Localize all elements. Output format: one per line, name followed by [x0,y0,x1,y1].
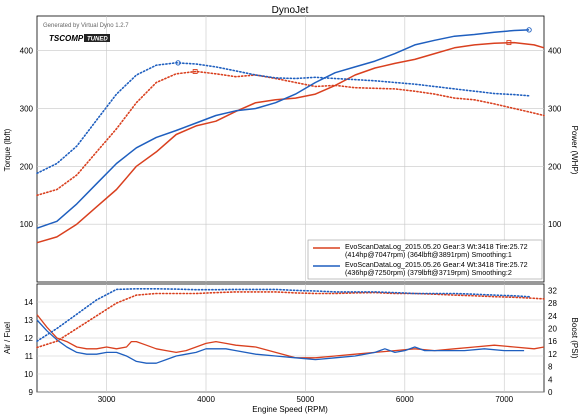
top-panel-frame [36,15,545,283]
logo-main-text: TSCOMP [49,34,84,43]
series-blue-boost [36,287,530,343]
bottom-ytick-right: 8 [548,363,553,372]
bottom-grid [37,284,544,393]
series-blue-afr [36,319,525,364]
top-panel: 100 100 200 200 300 300 400 400 Generated by Vi… [3,15,579,283]
top-ylabel-left: Torque (lbft) [3,128,12,171]
bottom-ylabel-right: Boost (PSI) [570,318,579,359]
logo-badge-text: TUNED [87,37,108,43]
series-red-boost [36,291,545,349]
top-ytick-right: 200 [548,162,562,171]
series-red-power [36,41,545,244]
legend-entry-red-line2: (414hp@7047rpm) (364lbft@3891rpm) Smooth… [345,250,512,259]
legend-entry-blue-line2: (436hp@7250rpm) (379lbft@3719rpm) Smooth… [345,268,512,277]
generator-note: Generated by Virtual Dyno 1.2.7 [43,23,129,29]
chart-title: DynoJet [272,5,309,16]
top-ylabel-right: Power (WHP) [570,126,579,175]
bottom-ytick-right: 20 [548,324,557,333]
legend-entry-blue-line1: EvoScanDataLog_2015.05.26 Gear:4 Wt:3418… [345,260,528,269]
bottom-ytick-right: 4 [548,375,553,384]
x-tick-label: 5000 [297,395,315,404]
bottom-ytick-left: 9 [29,388,34,397]
x-tick-label: 7000 [495,395,513,404]
bottom-tick-labels: 3000 4000 5000 6000 7000 9 10 11 12 13 14 0 4 8 12 16 20… [24,286,557,404]
bottom-ytick-right: 32 [548,286,557,295]
peak-marker-red-power [506,40,512,46]
series-blue-power [36,29,530,229]
top-ytick-right: 400 [548,47,562,56]
tscomp-logo: TSCOMP TUNED [49,34,110,43]
top-ytick-right: 100 [548,220,562,229]
legend-entry-red-line1: EvoScanDataLog_2015.05.20 Gear:3 Wt:3418… [345,242,528,251]
top-ytick-left: 400 [20,47,34,56]
series-red-afr [36,314,545,359]
bottom-ylabel-left: Air / Fuel [3,322,12,354]
bottom-ytick-left: 11 [25,352,34,361]
series-red-torque [36,70,545,197]
top-tick-labels: 100 100 200 200 300 300 400 400 [20,47,562,229]
top-ytick-left: 300 [20,105,34,114]
legend-box [307,239,543,280]
logo-badge [84,34,110,42]
bottom-ytick-right: 24 [548,312,557,321]
bottom-ytick-right: 12 [548,350,557,359]
top-ytick-right: 300 [548,105,562,114]
peak-marker-blue-power [526,27,532,33]
x-tick-label: 4000 [197,395,215,404]
x-tick-label: 3000 [98,395,116,404]
x-tick-label: 6000 [396,395,414,404]
bottom-ytick-left: 10 [24,370,33,379]
top-ytick-left: 100 [20,220,34,229]
series-blue-torque [36,61,530,175]
x-axis-label: Engine Speed (RPM) [252,405,328,414]
peak-marker-blue-torque [175,60,181,66]
bottom-ytick-right: 28 [548,299,557,308]
peak-marker-red-torque [192,69,198,74]
bottom-ytick-right: 0 [548,388,553,397]
bottom-ytick-left: 12 [24,334,33,343]
bottom-ytick-left: 13 [24,316,33,325]
bottom-ytick-right: 16 [548,337,557,346]
bottom-ytick-left: 14 [24,298,33,307]
bottom-panel: 3000 4000 5000 6000 7000 9 10 11 12 13 14 0 4 8 12 16 20… [3,283,579,404]
top-grid [37,16,544,282]
legend: EvoScanDataLog_2015.05.20 Gear:3 Wt:3418… [307,239,543,280]
top-ytick-left: 200 [20,162,34,171]
bottom-lines [36,287,545,364]
top-lines [36,27,545,244]
